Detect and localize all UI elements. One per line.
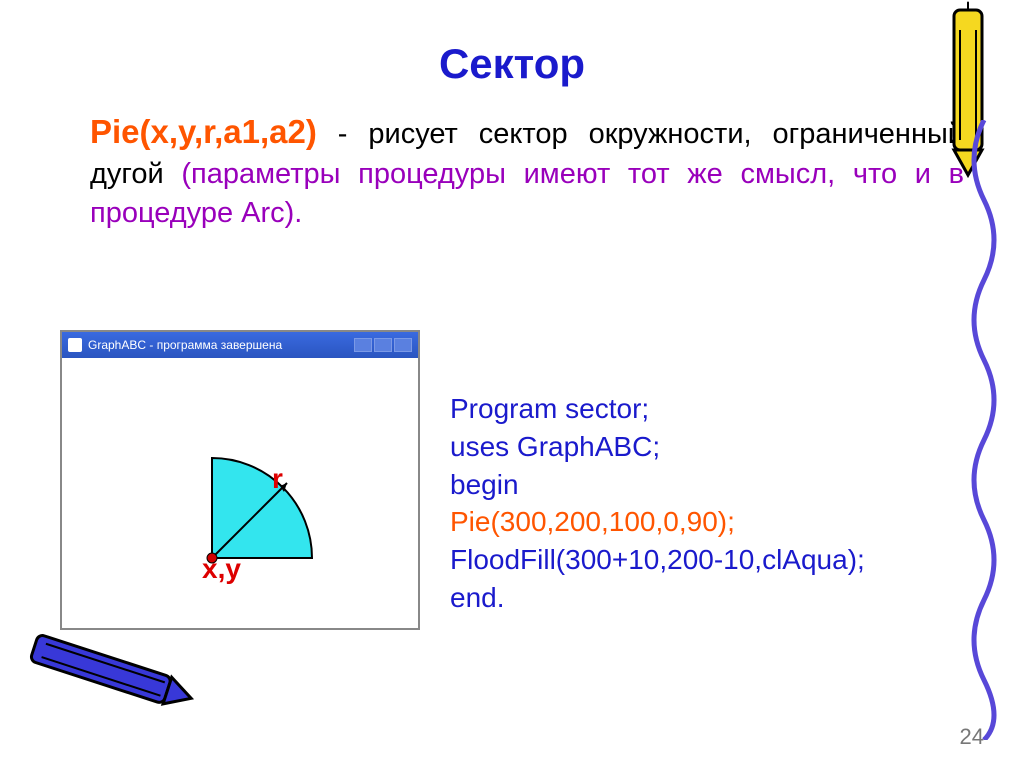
description-lead: - рисует сектор bbox=[317, 118, 568, 150]
close-button[interactable] bbox=[394, 338, 412, 352]
squiggle-decor-icon bbox=[959, 120, 1009, 740]
maximize-button[interactable] bbox=[374, 338, 392, 352]
code-line-2: uses GraphABC; bbox=[450, 431, 660, 462]
function-signature: Pie(x,y,r,a1,a2) bbox=[90, 113, 317, 150]
code-block: Program sector; uses GraphABC; begin Pie… bbox=[450, 390, 865, 617]
code-line-6: end. bbox=[450, 582, 505, 613]
label-xy: x,y bbox=[202, 553, 241, 585]
window-buttons bbox=[354, 338, 412, 352]
graph-window: GraphABC - программа завершена r x,y bbox=[60, 330, 420, 630]
code-line-5: FloodFill(300+10,200-10,clAqua); bbox=[450, 544, 865, 575]
minimize-button[interactable] bbox=[354, 338, 372, 352]
window-title: GraphABC - программа завершена bbox=[88, 338, 282, 352]
crayon-blue-icon bbox=[10, 628, 210, 718]
code-line-1: Program sector; bbox=[450, 393, 649, 424]
slide: Сектор Pie(x,y,r,a1,a2) - рисует сектор … bbox=[0, 0, 1024, 768]
code-line-4: Pie(300,200,100,0,90); bbox=[450, 506, 735, 537]
window-titlebar: GraphABC - программа завершена bbox=[62, 332, 418, 358]
page-title: Сектор bbox=[0, 40, 1024, 88]
window-icon bbox=[68, 338, 82, 352]
graph-canvas: r x,y bbox=[62, 358, 418, 628]
description-params: (параметры процедуры имеют тот же смысл,… bbox=[90, 158, 964, 229]
description-paragraph: Pie(x,y,r,a1,a2) - рисует сектор окружно… bbox=[90, 110, 964, 233]
label-r: r bbox=[272, 463, 283, 495]
code-line-3: begin bbox=[450, 469, 519, 500]
